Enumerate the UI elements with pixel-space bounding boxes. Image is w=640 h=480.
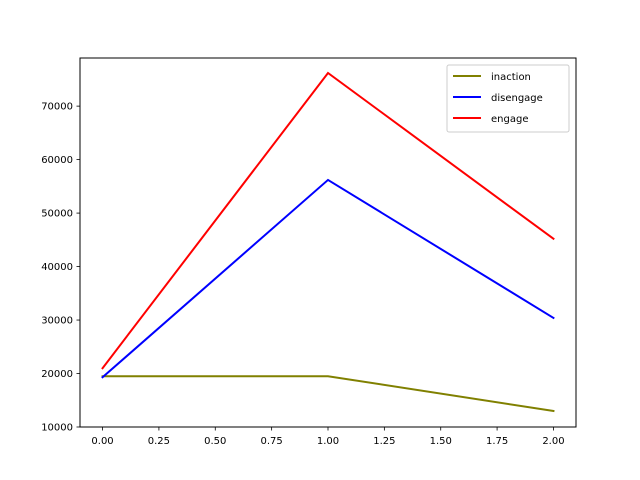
- x-tick-label: 0.75: [261, 436, 283, 447]
- y-tick-label: 20000: [41, 369, 73, 380]
- x-tick-label: 0.25: [148, 436, 170, 447]
- legend-label-disengage: disengage: [491, 93, 543, 104]
- legend-label-engage: engage: [491, 114, 528, 125]
- series-line-engage: [101, 71, 555, 370]
- legend-box: [446, 64, 570, 133]
- series-line-disengage: [101, 178, 555, 379]
- x-tick-label: 1.75: [486, 436, 508, 447]
- x-tick-label: 1.50: [430, 436, 452, 447]
- x-tick-label: 1.00: [317, 436, 339, 447]
- y-tick-label: 70000: [41, 102, 73, 113]
- y-tick-label: 40000: [41, 262, 73, 273]
- y-tick-label: 60000: [41, 155, 73, 166]
- x-axis: 0.00 0.25 0.50 0.75 1.00 1.25 1.50 1.75 2.00: [91, 427, 565, 447]
- legend: inaction disengage engage: [446, 64, 570, 133]
- y-tick-label: 10000: [41, 423, 73, 434]
- y-axis: 10000 20000 30000 40000 50000 60000 70000: [41, 102, 80, 434]
- x-tick-label: 0.00: [91, 436, 113, 447]
- y-tick-label: 50000: [41, 209, 73, 220]
- legend-label-inaction: inaction: [491, 72, 531, 83]
- x-tick-label: 0.50: [204, 436, 226, 447]
- series-line-inaction: [101, 375, 555, 413]
- series-layer: [101, 71, 555, 413]
- x-tick-label: 1.25: [373, 436, 395, 447]
- y-tick-label: 30000: [41, 316, 73, 327]
- x-tick-label: 2.00: [542, 436, 564, 447]
